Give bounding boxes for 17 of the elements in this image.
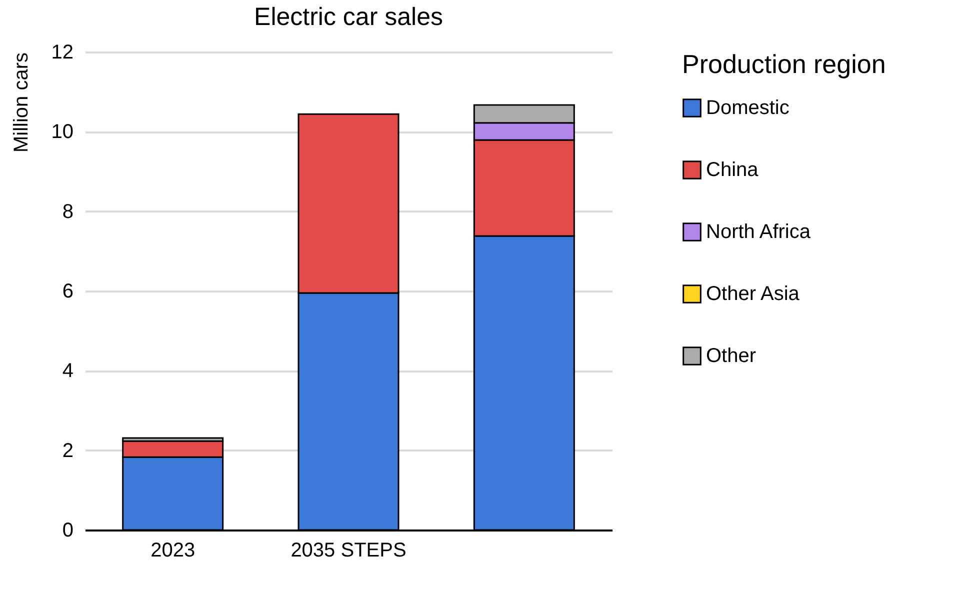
y-tick-label: 0 (62, 520, 74, 542)
y-axis-title: Million cars (10, 52, 32, 153)
legend-label: Domestic (706, 97, 790, 119)
y-tick-label: 8 (62, 200, 74, 223)
legend-label: Other Asia (706, 283, 800, 305)
legend-label: North Africa (706, 221, 812, 243)
legend-label: China (706, 159, 760, 181)
legend-label: Other (706, 345, 756, 367)
chart-title: Electric car sales (254, 3, 443, 31)
y-tick-label: 6 (62, 280, 74, 302)
x-tick-label: 2023 (150, 540, 196, 562)
y-tick-label: 12 (51, 42, 74, 64)
y-tick-label: 2 (62, 440, 74, 462)
y-tick-label: 10 (51, 121, 74, 144)
legend-title: Production region (682, 49, 886, 79)
y-tick-label: 4 (62, 360, 74, 382)
x-tick-label: 2035 STEPS (290, 540, 406, 562)
